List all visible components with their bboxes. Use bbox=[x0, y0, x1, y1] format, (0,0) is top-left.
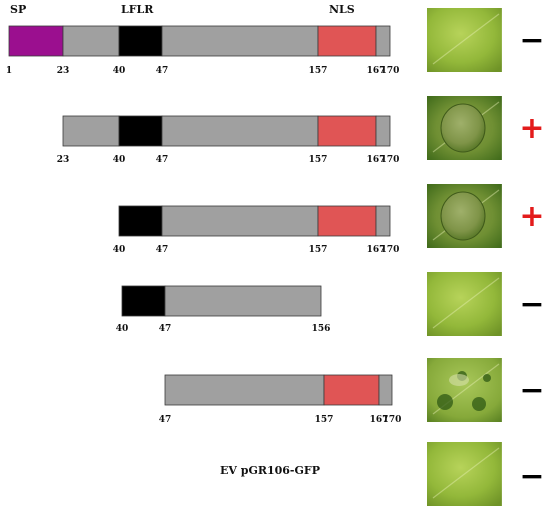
leaf-image-ev-vein bbox=[432, 447, 500, 499]
construct-1 bbox=[8, 25, 391, 57]
leaf-image-ev-photo bbox=[427, 442, 502, 506]
segment-mid bbox=[161, 205, 319, 237]
tick-label: 157 bbox=[309, 66, 328, 76]
tick-label: 47 bbox=[159, 324, 172, 334]
tick-label: 47 bbox=[159, 415, 172, 425]
tick-label: 47 bbox=[156, 245, 169, 255]
tick-label: 40 bbox=[113, 66, 126, 76]
tick-label: 167 bbox=[367, 155, 386, 165]
result-sign-4: − bbox=[519, 287, 544, 322]
header-nls: NLS bbox=[329, 3, 355, 16]
tick-label: 157 bbox=[309, 245, 328, 255]
result-sign-2: + bbox=[519, 111, 544, 146]
leaf-image-4 bbox=[427, 272, 502, 336]
segment-mid bbox=[164, 374, 325, 406]
segment-mid bbox=[62, 115, 120, 147]
tick-label: 170 bbox=[381, 155, 400, 165]
segment-mid bbox=[62, 25, 120, 57]
tick-label: 23 bbox=[57, 66, 70, 76]
tick-label: 157 bbox=[309, 155, 328, 165]
segment-mid bbox=[161, 115, 319, 147]
tick-label: 1 bbox=[6, 66, 12, 76]
leaf-image-5-spot-0 bbox=[437, 394, 453, 410]
leaf-image-ev bbox=[427, 442, 502, 506]
segment-lflr bbox=[121, 285, 166, 317]
segment-tail bbox=[378, 374, 393, 406]
header-sp: SP bbox=[10, 3, 26, 16]
segment-tail bbox=[375, 205, 391, 237]
tick-label: 47 bbox=[156, 66, 169, 76]
tick-label: 40 bbox=[113, 155, 126, 165]
segment-lflr bbox=[118, 205, 163, 237]
segment-nls bbox=[317, 115, 377, 147]
ev-label: EV pGR106-GFP bbox=[220, 464, 320, 477]
leaf-image-5-vein bbox=[432, 363, 500, 415]
tick-label: 47 bbox=[156, 155, 169, 165]
tick-label: 40 bbox=[113, 245, 126, 255]
segment-nls bbox=[323, 374, 380, 406]
result-sign-ev: − bbox=[519, 459, 544, 494]
result-sign-1: − bbox=[519, 23, 544, 58]
segment-tail bbox=[375, 25, 391, 57]
construct-4 bbox=[121, 285, 322, 317]
tick-label: 23 bbox=[57, 155, 70, 165]
tick-label: 157 bbox=[315, 415, 334, 425]
leaf-image-5 bbox=[427, 358, 502, 422]
leaf-image-3-lesion bbox=[440, 191, 486, 241]
segment-lflr bbox=[118, 115, 163, 147]
header-lflr: LFLR bbox=[121, 3, 154, 16]
tick-label: 40 bbox=[116, 324, 129, 334]
leaf-image-3 bbox=[427, 184, 502, 248]
result-sign-3: + bbox=[519, 199, 544, 234]
leaf-image-2-lesion bbox=[440, 103, 486, 153]
leaf-image-1 bbox=[427, 8, 502, 72]
leaf-image-1-photo bbox=[427, 8, 502, 72]
leaf-image-4-photo bbox=[427, 272, 502, 336]
construct-2 bbox=[62, 115, 391, 147]
segment-nls bbox=[317, 25, 377, 57]
leaf-image-2 bbox=[427, 96, 502, 160]
tick-label: 167 bbox=[370, 415, 389, 425]
tick-label: 170 bbox=[381, 66, 400, 76]
result-sign-5: − bbox=[519, 373, 544, 408]
leaf-image-5-spot-3 bbox=[483, 374, 491, 382]
segment-lflr bbox=[118, 25, 163, 57]
tick-label: 170 bbox=[381, 245, 400, 255]
tick-label: 167 bbox=[367, 66, 386, 76]
segment-nls bbox=[317, 205, 377, 237]
leaf-image-1-vein bbox=[432, 13, 500, 65]
leaf-image-5-pale-patch bbox=[449, 374, 469, 386]
tick-label: 156 bbox=[312, 324, 331, 334]
leaf-image-4-vein bbox=[432, 277, 500, 329]
segment-tail bbox=[375, 115, 391, 147]
construct-3 bbox=[118, 205, 391, 237]
construct-5 bbox=[164, 374, 393, 406]
leaf-image-5-spot-1 bbox=[472, 397, 486, 411]
segment-sp bbox=[8, 25, 64, 57]
leaf-image-5-photo bbox=[427, 358, 502, 422]
segment-mid bbox=[164, 285, 322, 317]
tick-label: 170 bbox=[383, 415, 402, 425]
tick-label: 167 bbox=[367, 245, 386, 255]
segment-mid bbox=[161, 25, 319, 57]
